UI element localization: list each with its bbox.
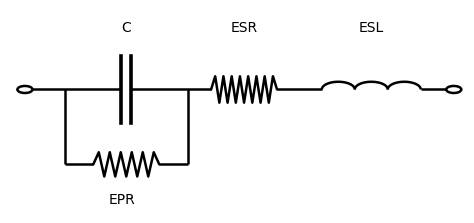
Text: ESR: ESR: [230, 21, 258, 35]
Text: EPR: EPR: [108, 193, 135, 206]
Text: C: C: [121, 21, 131, 35]
Text: ESL: ESL: [359, 21, 384, 35]
